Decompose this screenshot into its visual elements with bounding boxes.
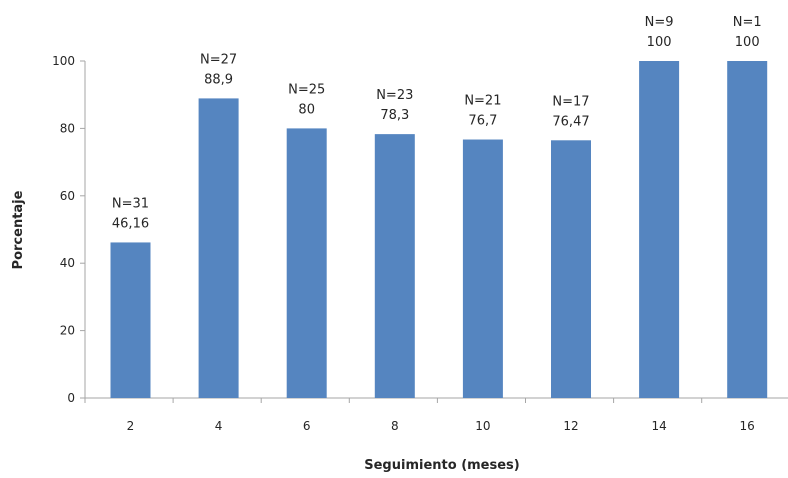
bar bbox=[639, 61, 680, 398]
x-tick-label: 10 bbox=[475, 419, 490, 433]
value-label: 46,16 bbox=[112, 216, 149, 231]
n-label: N=17 bbox=[552, 94, 589, 109]
n-label: N=31 bbox=[112, 196, 149, 211]
value-label: 76,47 bbox=[552, 114, 589, 129]
y-tick-label: 80 bbox=[60, 121, 75, 135]
y-tick-label: 20 bbox=[60, 324, 75, 338]
x-axis: 2 4 6 8 10 12 14 16 bbox=[84, 397, 788, 433]
n-label: N=23 bbox=[376, 88, 413, 103]
value-label: 100 bbox=[647, 35, 672, 50]
x-tick-label: 6 bbox=[303, 419, 311, 433]
bars bbox=[110, 61, 768, 399]
y-axis-title: Porcentaje bbox=[11, 190, 26, 269]
x-axis-title: Seguimiento (meses) bbox=[364, 458, 519, 473]
bar bbox=[462, 139, 503, 398]
y-tick-label: 40 bbox=[60, 256, 75, 270]
x-tick-label: 14 bbox=[651, 419, 666, 433]
x-tick-label: 12 bbox=[563, 419, 578, 433]
n-label: N=9 bbox=[645, 15, 674, 30]
x-tick-label: 16 bbox=[740, 419, 755, 433]
n-label: N=27 bbox=[200, 52, 237, 67]
n-label: N=25 bbox=[288, 82, 325, 97]
bar bbox=[374, 134, 415, 398]
y-tick-label: 0 bbox=[67, 391, 75, 405]
n-label: N=1 bbox=[733, 15, 762, 30]
y-axis: 0 20 40 60 80 100 bbox=[52, 54, 86, 405]
value-label: 76,7 bbox=[468, 114, 497, 129]
bar bbox=[551, 140, 591, 399]
bar bbox=[727, 61, 768, 398]
y-tick-label: 60 bbox=[60, 189, 75, 203]
value-label: 80 bbox=[298, 102, 315, 117]
bar bbox=[198, 98, 239, 399]
value-label: 78,3 bbox=[380, 108, 409, 123]
value-label: 88,9 bbox=[204, 72, 233, 87]
n-label: N=21 bbox=[464, 94, 501, 109]
x-tick-label: 8 bbox=[391, 419, 399, 433]
bar bbox=[286, 128, 327, 398]
x-tick-label: 4 bbox=[215, 419, 223, 433]
data-labels: 46,16 N=31 88,9 N=27 80 N=25 78,3 N=23 76,7 N=21 7… bbox=[112, 15, 762, 231]
x-tick-label: 2 bbox=[127, 419, 135, 433]
y-tick-label: 100 bbox=[52, 54, 75, 68]
value-label: 100 bbox=[735, 35, 760, 50]
bar bbox=[110, 242, 151, 398]
